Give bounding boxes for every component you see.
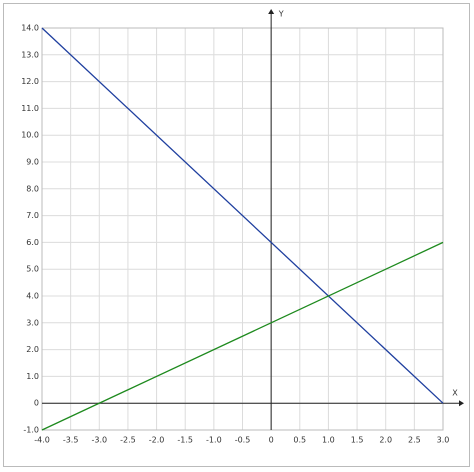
- x-tick-label: 1.0: [322, 436, 335, 445]
- x-tick-label: -1.5: [177, 436, 193, 445]
- x-tick-label: 2.0: [379, 436, 392, 445]
- x-tick-label: -2.5: [120, 436, 136, 445]
- y-tick-label: 1.0: [26, 372, 39, 381]
- x-tick-label: 3.0: [437, 436, 450, 445]
- y-tick-label: 12.0: [21, 77, 39, 86]
- y-axis-arrow: [268, 9, 275, 14]
- y-tick-label: 13.0: [21, 50, 39, 59]
- x-axis-label: X: [452, 389, 458, 398]
- y-tick-label: 8.0: [26, 184, 39, 193]
- x-tick-label: -3.5: [63, 436, 79, 445]
- y-tick-label: 2.0: [26, 345, 39, 354]
- y-tick-label: 11.0: [21, 104, 39, 113]
- y-tick-label: 14.0: [21, 24, 39, 33]
- x-tick-label: -3.0: [91, 436, 107, 445]
- x-axis-arrow: [459, 400, 464, 407]
- x-tick-label: 2.5: [408, 436, 421, 445]
- y-tick-label: 10.0: [21, 131, 39, 140]
- y-tick-label: 0: [34, 399, 39, 408]
- x-tick-label: -0.5: [235, 436, 251, 445]
- y-tick-label: 4.0: [26, 292, 39, 301]
- x-tick-label: 1.5: [351, 436, 364, 445]
- x-tick-label: 0: [269, 436, 274, 445]
- y-tick-label: 5.0: [26, 265, 39, 274]
- y-tick-label: 3.0: [26, 318, 39, 327]
- y-axis-label: Y: [278, 10, 284, 19]
- line: [41, 27, 444, 404]
- frame: [3, 3, 470, 467]
- y-tick-label: 9.0: [26, 158, 39, 167]
- y-tick-label: 7.0: [26, 211, 39, 220]
- x-tick-label: -4.0: [34, 436, 50, 445]
- y-tick-label: 6.0: [26, 238, 39, 247]
- x-tick-label: -1.0: [206, 436, 222, 445]
- line: [41, 241, 444, 431]
- x-tick-label: 0.5: [293, 436, 306, 445]
- x-tick-label: -2.0: [149, 436, 165, 445]
- y-tick-label: -1.0: [23, 426, 39, 435]
- plot-border: [41, 27, 444, 431]
